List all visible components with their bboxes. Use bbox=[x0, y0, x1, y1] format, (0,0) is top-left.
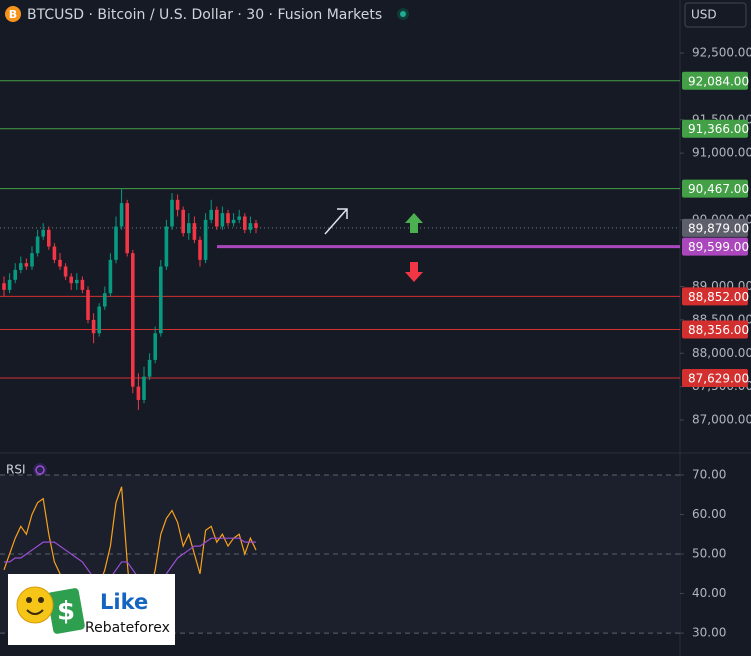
candle-body bbox=[114, 226, 118, 260]
candle-body bbox=[19, 263, 23, 270]
candle-body bbox=[175, 199, 180, 210]
price-label: 91,366.00 bbox=[688, 122, 749, 136]
price-label-box bbox=[682, 369, 748, 388]
logo-eye bbox=[26, 597, 32, 603]
rsi-line bbox=[4, 537, 256, 587]
candle-body bbox=[170, 199, 174, 227]
price-label-box bbox=[682, 218, 748, 237]
y-tick-label: 50.00 bbox=[692, 547, 726, 561]
rsi-icon-ring bbox=[35, 465, 45, 475]
price-label: 89,879.00 bbox=[688, 221, 749, 235]
currency-button[interactable] bbox=[684, 2, 747, 28]
rsi-title: RSI bbox=[6, 463, 26, 477]
candle-body bbox=[153, 333, 157, 360]
logo-smile bbox=[26, 609, 44, 615]
candle-body bbox=[91, 319, 96, 334]
candle-body bbox=[147, 359, 152, 377]
candle-body bbox=[198, 239, 202, 260]
logo-eye bbox=[38, 597, 44, 603]
candle-body bbox=[41, 229, 45, 237]
candle-body bbox=[136, 386, 141, 400]
price-label-box bbox=[682, 119, 748, 138]
price-label: 90,467.00 bbox=[688, 182, 749, 196]
y-tick-label: 60.00 bbox=[692, 507, 726, 521]
candle-body bbox=[215, 209, 219, 227]
status-dot-inner bbox=[400, 11, 406, 17]
price-label: 88,356.00 bbox=[688, 323, 749, 337]
price-label: 87,629.00 bbox=[688, 372, 749, 386]
candle-body bbox=[209, 209, 213, 220]
candle-body bbox=[226, 213, 230, 224]
chart-title: BTCUSD · Bitcoin / U.S. Dollar · 30 · Fu… bbox=[27, 7, 382, 23]
candle-body bbox=[164, 226, 169, 267]
bitcoin-symbol: B bbox=[9, 8, 17, 21]
candle-body bbox=[69, 276, 73, 284]
logo-brand: Rebateforex bbox=[85, 620, 170, 636]
y-tick-label: 87,000.00 bbox=[692, 412, 751, 426]
candle-body bbox=[13, 269, 17, 280]
y-tick-label: 40.00 bbox=[692, 586, 726, 600]
rsi-icon bbox=[33, 463, 47, 477]
logo: $ Like Rebateforex bbox=[8, 574, 175, 645]
candle-body bbox=[58, 259, 62, 267]
candle-body bbox=[119, 203, 124, 227]
candle-body bbox=[2, 283, 6, 290]
candle-body bbox=[30, 253, 34, 267]
candle-body bbox=[159, 266, 163, 334]
price-label: 88,852.00 bbox=[688, 290, 749, 304]
candle-body bbox=[254, 223, 258, 228]
down-arrow bbox=[405, 262, 423, 282]
candle-body bbox=[86, 289, 90, 320]
logo-card bbox=[47, 588, 85, 634]
candle-body bbox=[52, 246, 57, 260]
trend-arrow bbox=[324, 208, 348, 235]
logo-like: Like bbox=[100, 590, 148, 614]
candle-body bbox=[97, 306, 101, 334]
y-tick-label: 30.00 bbox=[692, 626, 726, 640]
candle-body bbox=[237, 216, 241, 220]
candle-body bbox=[7, 279, 12, 290]
candle-body bbox=[63, 266, 68, 277]
price-label-box bbox=[682, 71, 748, 90]
candle-body bbox=[187, 223, 191, 234]
candle-body bbox=[243, 216, 247, 230]
y-tick-label: 92,500.00 bbox=[692, 46, 751, 60]
up-arrow bbox=[405, 213, 423, 233]
logo-face bbox=[16, 586, 54, 624]
candle-body bbox=[220, 213, 225, 227]
logo-dollar: $ bbox=[57, 597, 75, 627]
y-tick-label: 91,000.00 bbox=[692, 146, 751, 160]
candle-body bbox=[108, 259, 113, 294]
candle-body bbox=[248, 223, 253, 230]
candle-body bbox=[47, 229, 51, 247]
candle-body bbox=[231, 219, 236, 224]
price-label-box bbox=[682, 320, 748, 339]
price-label: 89,599.00 bbox=[688, 240, 749, 254]
price-label-box bbox=[682, 287, 748, 306]
price-label-box bbox=[682, 237, 748, 256]
candle-body bbox=[125, 203, 129, 254]
candle-body bbox=[35, 236, 40, 254]
candle-body bbox=[80, 279, 85, 290]
candle-body bbox=[203, 219, 208, 260]
candle-body bbox=[181, 209, 185, 234]
candle-body bbox=[192, 223, 197, 240]
candle-body bbox=[75, 279, 79, 284]
candle-body bbox=[24, 263, 29, 267]
y-tick-label: 70.00 bbox=[692, 467, 726, 481]
y-tick-label: 88,000.00 bbox=[692, 346, 751, 360]
candle-body bbox=[142, 376, 146, 400]
candle-body bbox=[103, 293, 107, 307]
currency-label[interactable]: USD bbox=[691, 8, 717, 22]
bitcoin-icon bbox=[5, 6, 21, 22]
price-label: 92,084.00 bbox=[688, 74, 749, 88]
price-label-box bbox=[682, 179, 748, 198]
candle-body bbox=[131, 253, 135, 387]
